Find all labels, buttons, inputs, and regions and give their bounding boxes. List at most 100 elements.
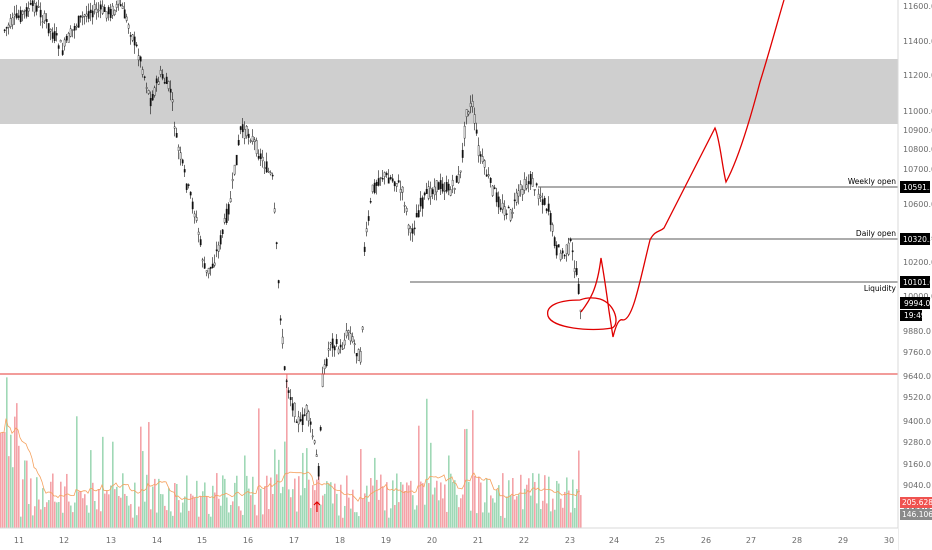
- volume-bar: [156, 512, 158, 528]
- volume-bar: [434, 487, 436, 528]
- candle-body: [45, 19, 48, 23]
- volume-bar: [418, 425, 420, 528]
- candle-body: [251, 136, 254, 142]
- volume-bar: [366, 485, 368, 528]
- volume-bar: [390, 508, 392, 528]
- price-tick-label: 11000.0: [903, 107, 932, 116]
- candle-body: [575, 268, 578, 275]
- candle-body: [127, 24, 130, 29]
- volume-bar: [246, 475, 248, 528]
- volume-bar: [514, 499, 516, 528]
- volume-bar: [466, 428, 468, 528]
- candle-body: [63, 39, 66, 47]
- volume-bar: [562, 507, 564, 528]
- candle-body: [235, 154, 238, 166]
- volume-bar: [404, 490, 406, 528]
- candle-body: [139, 56, 142, 62]
- volume-bar: [78, 491, 80, 528]
- volume-bar: [272, 493, 274, 528]
- time-axis: 11 12 13 14 15 16 17 18 19 20 21 22 23 24 25 26 27 28 29 30: [0, 527, 898, 550]
- volume-bar: [264, 486, 266, 528]
- time-tick-label: 27: [746, 536, 756, 545]
- time-tick-label: 23: [565, 536, 575, 545]
- volume-bar: [88, 512, 90, 528]
- price-tick-label: 9760.0: [903, 348, 931, 357]
- candle-body: [567, 242, 570, 255]
- candle-body: [543, 197, 546, 205]
- volume-bar: [196, 480, 198, 528]
- volume-bar: [340, 484, 342, 528]
- time-tick-label: 24: [609, 536, 619, 545]
- volume-bar: [502, 473, 504, 528]
- volume-bar: [358, 516, 360, 528]
- candle-body: [9, 18, 12, 27]
- volume-bar: [460, 498, 462, 528]
- candle-body: [97, 9, 100, 12]
- volume-bar: [0, 433, 2, 528]
- volume-bar: [336, 493, 338, 528]
- volume-bar: [462, 494, 464, 528]
- price-tick-label: 11400.0: [903, 37, 932, 46]
- volume-bar: [558, 483, 560, 528]
- candle-body: [471, 101, 474, 108]
- volume-bar: [474, 476, 476, 528]
- volume-bar: [180, 512, 182, 528]
- volume-bar: [310, 508, 312, 528]
- candle-body: [169, 88, 172, 93]
- candle-body: [83, 14, 86, 17]
- candle-body: [131, 34, 134, 41]
- candle-body: [539, 195, 542, 198]
- candle-body: [125, 16, 128, 21]
- candle-body: [145, 87, 148, 89]
- volume-bar: [312, 485, 314, 528]
- candles: [3, 0, 582, 480]
- price-tick-label: 10200.0: [903, 258, 932, 267]
- time-tick-label: 30: [884, 536, 894, 545]
- candle-body: [113, 9, 116, 15]
- candle-body: [71, 29, 74, 31]
- candle-body: [433, 186, 436, 196]
- volume-bar: [186, 475, 188, 528]
- candle-body: [509, 209, 512, 221]
- candle-body: [271, 174, 274, 177]
- volume-bar: [492, 498, 494, 528]
- volume-bar: [472, 410, 474, 528]
- volume-bar: [254, 504, 256, 528]
- candle-body: [273, 208, 276, 213]
- volume-bar: [224, 478, 226, 528]
- candle-body: [85, 13, 88, 17]
- volume-bar: [236, 475, 238, 528]
- candle-body: [269, 172, 272, 175]
- price-tick-label: 11600.0: [903, 2, 932, 11]
- candle-body: [489, 178, 492, 183]
- candle-body: [349, 333, 352, 342]
- candle-body: [359, 351, 362, 363]
- candle-body: [183, 169, 186, 173]
- candle-body: [215, 249, 218, 252]
- volume-bar: [60, 481, 62, 528]
- volume-bar: [412, 495, 414, 528]
- candle-body: [423, 192, 426, 196]
- candle-body: [167, 81, 170, 89]
- candle-body: [87, 11, 90, 19]
- volume-bar: [368, 501, 370, 528]
- candle-body: [155, 78, 158, 84]
- volume-bar: [176, 483, 178, 528]
- volume-bar: [290, 497, 292, 528]
- volume-bar: [10, 434, 12, 528]
- candle-body: [495, 192, 498, 203]
- candle-body: [357, 349, 360, 361]
- candle-body: [409, 228, 412, 234]
- candle-body: [23, 10, 26, 12]
- candle-body: [363, 246, 366, 252]
- candle-body: [327, 348, 330, 351]
- volume-bar: [74, 502, 76, 528]
- candle-body: [91, 10, 94, 18]
- candle-body: [173, 126, 176, 129]
- volume-bar: [398, 502, 400, 528]
- volume-bar: [276, 474, 278, 528]
- candle-body: [107, 7, 110, 15]
- candle-body: [483, 160, 486, 168]
- volume-bar: [54, 501, 56, 528]
